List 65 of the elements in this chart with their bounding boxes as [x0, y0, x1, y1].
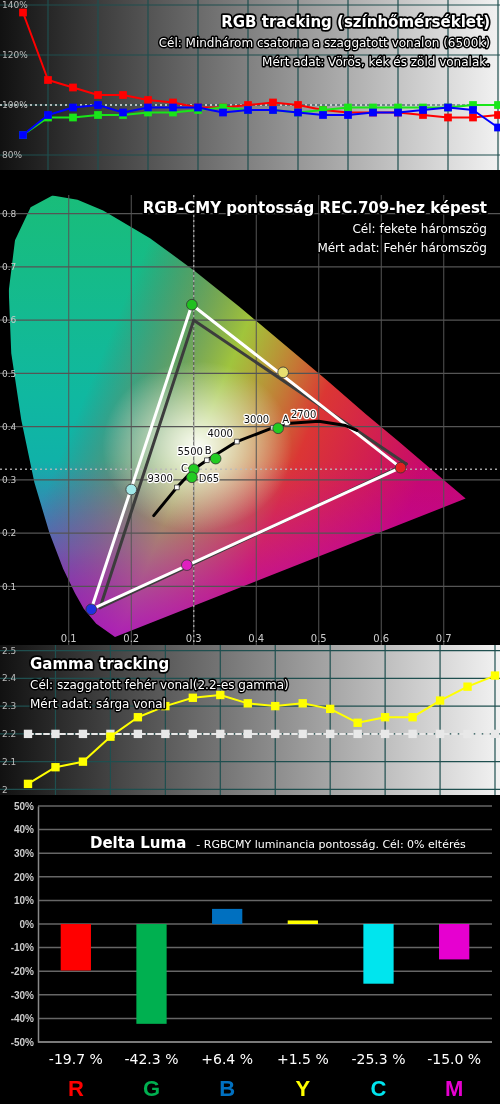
y-tick-label: 30% — [13, 847, 35, 859]
x-tick-label: B — [219, 1075, 236, 1101]
annotation: Mért adat: Fehér háromszög — [317, 241, 487, 255]
x-tick-label: M — [445, 1075, 464, 1101]
data-label: +6.4 % — [201, 1051, 254, 1067]
annotation: 3000 — [243, 413, 270, 425]
y-tick-label: 2 — [2, 784, 8, 795]
annotation: B — [204, 444, 212, 456]
x-tick-label: Y — [295, 1075, 311, 1101]
x-tick-label: 0.5 — [310, 633, 327, 644]
y-tick-label: -30% — [10, 989, 35, 1001]
y-tick-label: 20% — [13, 871, 35, 883]
x-tick-label: R — [67, 1075, 84, 1101]
y-tick-label: -40% — [10, 1013, 35, 1025]
y-tick-label: 0.5 — [2, 368, 17, 379]
x-tick-label: 0.1 — [60, 633, 77, 644]
data-label: -42.3 % — [124, 1051, 179, 1067]
y-tick-label: 40% — [13, 824, 35, 836]
annotation: 2700 — [290, 409, 317, 421]
y-tick-label: 0.7 — [2, 262, 17, 273]
y-tick-label: 50% — [13, 800, 35, 812]
data-label: +1.5 % — [276, 1051, 329, 1067]
text: Cél: fekete háromszög — [352, 222, 487, 236]
y-tick-label: 2.2 — [2, 729, 17, 740]
y-tick-label: 0.8 — [2, 208, 17, 219]
y-tick-label: 120% — [2, 50, 29, 61]
y-tick-label: 2.3 — [2, 701, 17, 712]
x-tick-label: 0.4 — [248, 633, 265, 644]
y-tick-label: 2.1 — [2, 756, 17, 767]
x-tick-label: 0.3 — [185, 633, 202, 644]
data-label: -25.3 % — [351, 1051, 406, 1067]
x-tick-label: 0.6 — [373, 633, 390, 644]
text: Gamma tracking — [30, 655, 170, 673]
y-tick-label: 0.6 — [2, 315, 17, 326]
annotation: 5500 — [177, 446, 203, 458]
x-tick-label: 0.7 — [435, 633, 452, 644]
y-tick-label: -10% — [10, 942, 35, 954]
data-label: -15.0 % — [427, 1051, 482, 1067]
annotation: 9300 — [147, 473, 173, 485]
y-tick-label: 2.4 — [2, 673, 17, 684]
data-label: -19.7 % — [48, 1051, 103, 1067]
annotation: D65 — [198, 473, 220, 485]
y-tick-label: 100% — [2, 100, 29, 111]
annotation: 4000 — [207, 427, 233, 439]
text: Delta Luma — [90, 834, 187, 852]
y-tick-label: 80% — [2, 150, 23, 161]
y-tick-label: 0% — [19, 918, 35, 930]
y-tick-label: -50% — [10, 1036, 35, 1048]
y-tick-label: 2.5 — [2, 645, 17, 656]
annotation: Mért adat: sárga vonal — [30, 697, 166, 711]
text: - RGBCMY luminancia pontosság. Cél: 0% eltérés — [196, 838, 466, 851]
y-tick-label: 0.4 — [2, 421, 17, 432]
x-tick-label: 0.2 — [123, 633, 140, 644]
y-tick-label: -20% — [10, 965, 35, 977]
annotation: C — [180, 463, 188, 475]
text: Cél: Mindhárom csatorna a szaggatott vonalon (6500k) — [158, 36, 490, 50]
annotation: Mért adat: Vörös, kék és zöld vonalak. — [262, 55, 490, 69]
y-tick-label: 0.3 — [2, 475, 17, 486]
y-tick-label: 0.2 — [2, 528, 17, 539]
x-tick-label: C — [370, 1075, 387, 1101]
y-tick-label: 0.1 — [2, 581, 17, 592]
y-tick-label: 140% — [2, 0, 29, 11]
chart-title: RGB-CMY pontosság REC.709-hez képest — [142, 199, 487, 217]
x-tick-label: G — [142, 1075, 161, 1101]
y-tick-label: 10% — [13, 895, 35, 907]
